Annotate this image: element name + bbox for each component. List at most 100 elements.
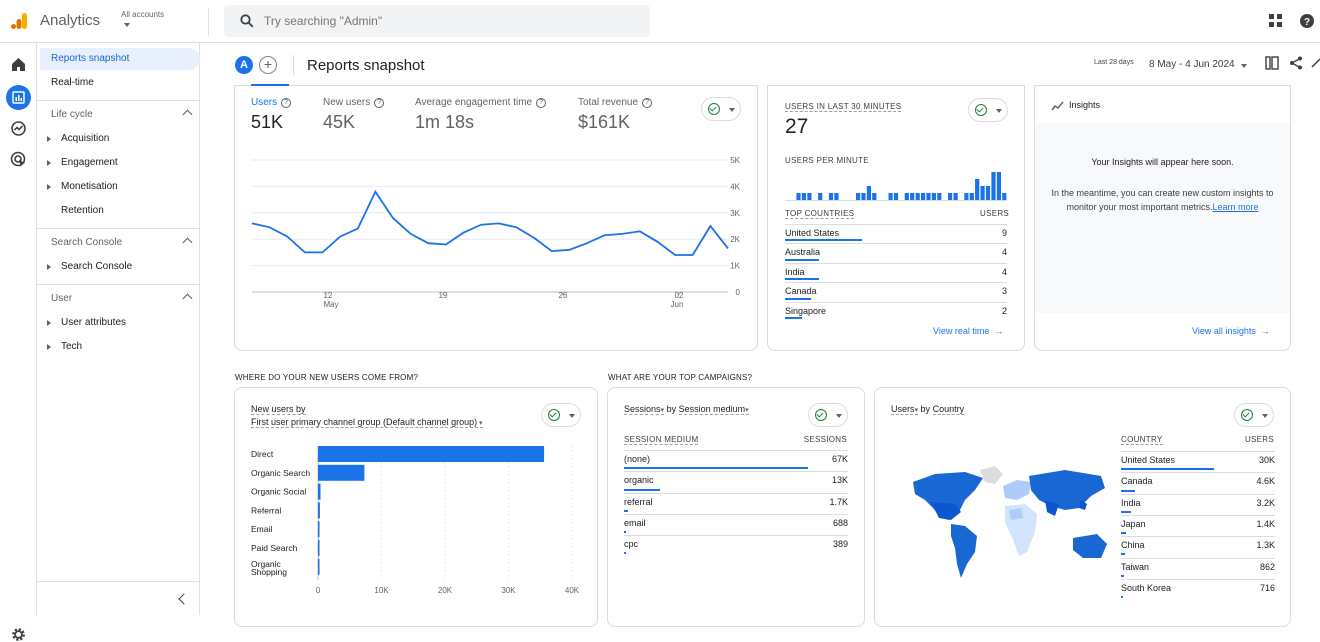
share-icon[interactable]	[1289, 56, 1303, 70]
nav-item-engagement[interactable]: Engagement	[37, 152, 200, 174]
table-row[interactable]: India 3.2K	[1121, 493, 1275, 515]
home-icon[interactable]	[9, 55, 28, 74]
nav-item-search-console[interactable]: Search Console	[37, 256, 200, 278]
analytics-logo-icon[interactable]	[10, 12, 28, 30]
table-row[interactable]: South Korea 716	[1121, 578, 1275, 600]
nav-section-search-console[interactable]: Search Console	[37, 232, 200, 254]
col-header[interactable]: TOP COUNTRIES	[785, 209, 855, 219]
nav-item-reports-snapshot[interactable]: Reports snapshot	[40, 48, 200, 70]
customize-report-icon[interactable]	[1265, 56, 1279, 70]
view-realtime-link[interactable]: View real time →	[933, 326, 1003, 336]
reports-icon[interactable]	[6, 85, 31, 110]
compare-toggle[interactable]	[1234, 403, 1274, 427]
channel-bar	[318, 502, 320, 519]
add-comparison-icon[interactable]: +	[259, 56, 277, 74]
dimension-selector[interactable]: First user primary channel group (Defaul…	[251, 417, 483, 428]
minute-bar	[921, 193, 926, 200]
search-box[interactable]	[224, 5, 650, 37]
table-row[interactable]: organic 13K	[624, 471, 848, 492]
divider	[293, 55, 294, 75]
south-america-region	[951, 524, 977, 578]
dimension-selector[interactable]: Country	[932, 404, 965, 415]
help-icon[interactable]: ?	[1299, 13, 1315, 29]
metric-selector[interactable]: Users▾	[891, 404, 919, 415]
table-row[interactable]: Singapore 2	[785, 301, 1007, 321]
help-icon[interactable]: ?	[374, 98, 385, 108]
table-row[interactable]: cpc 389	[624, 535, 848, 556]
collapse-nav-icon[interactable]	[178, 593, 190, 605]
col-header[interactable]: SESSION MEDIUM	[624, 435, 699, 445]
table-row[interactable]: Canada 3	[785, 282, 1007, 301]
nav-item-monetisation[interactable]: Monetisation	[37, 176, 200, 198]
metric-users[interactable]: Users?	[251, 97, 292, 108]
table-row[interactable]: (none) 67K	[624, 450, 848, 471]
row-bar	[1121, 553, 1125, 556]
metric-label: Users	[251, 97, 278, 108]
chevron-up-icon[interactable]	[182, 237, 193, 248]
view-all-insights-link[interactable]: View all insights →	[1192, 326, 1270, 336]
minute-bar	[872, 193, 877, 200]
comparison-avatar[interactable]: A	[235, 56, 253, 74]
advertising-icon[interactable]	[9, 150, 28, 169]
table-row[interactable]: United States 30K	[1121, 451, 1275, 472]
table-row[interactable]: email 688	[624, 513, 848, 535]
row-label: Japan	[1121, 518, 1146, 529]
help-icon[interactable]: ?	[536, 98, 547, 108]
metric-engagement-time[interactable]: Average engagement time?	[415, 97, 547, 108]
compare-toggle[interactable]	[701, 97, 741, 121]
help-icon[interactable]: ?	[642, 98, 653, 108]
account-caret-icon[interactable]	[124, 23, 130, 27]
world-map	[913, 466, 1107, 578]
date-range-label[interactable]: Last 28 days	[1094, 59, 1134, 66]
app-title: Analytics	[40, 12, 101, 29]
account-selector[interactable]: All accounts	[121, 10, 165, 19]
metric-total-revenue[interactable]: Total revenue?	[578, 97, 653, 108]
nav-item-user-attributes[interactable]: User attributes	[37, 312, 200, 334]
date-range-value[interactable]: 8 May - 4 Jun 2024	[1149, 59, 1235, 70]
row-divider	[624, 471, 848, 473]
nav-item-acquisition[interactable]: Acquisition	[37, 128, 200, 150]
search-input[interactable]	[264, 11, 634, 31]
col-header[interactable]: COUNTRY	[1121, 435, 1163, 445]
date-range-caret-icon[interactable]	[1241, 64, 1247, 68]
caret-down-icon: ▾	[914, 407, 919, 414]
compare-toggle[interactable]	[808, 403, 848, 427]
row-value: 4	[1001, 266, 1007, 277]
table-row[interactable]: India 4	[785, 262, 1007, 282]
compare-toggle[interactable]	[968, 98, 1008, 122]
table-row[interactable]: China 1.3K	[1121, 536, 1275, 557]
explore-icon[interactable]	[9, 119, 28, 138]
metric-new-users[interactable]: New users?	[323, 97, 385, 108]
table-row[interactable]: Taiwan 862	[1121, 557, 1275, 579]
nav-item-retention[interactable]: Retention	[61, 205, 104, 216]
metric-label: New users	[323, 97, 371, 108]
nav-item-tech[interactable]: Tech	[37, 336, 200, 358]
table-row[interactable]: Japan 1.4K	[1121, 514, 1275, 536]
table-row[interactable]: Canada 4.6K	[1121, 472, 1275, 493]
dimension-selector[interactable]: Session medium▾	[678, 404, 749, 415]
insights-trend-icon[interactable]	[1311, 57, 1320, 69]
caret-down-icon: ▾	[477, 420, 483, 427]
row-value: 2	[1001, 305, 1007, 316]
row-label: Taiwan	[1121, 561, 1150, 572]
settings-gear-icon[interactable]	[11, 627, 26, 642]
table-row[interactable]: Australia 4	[785, 243, 1007, 262]
nav-section-user[interactable]: User	[37, 288, 200, 310]
metric-selector[interactable]: Sessions▾	[624, 404, 665, 415]
row-label: United States	[785, 228, 840, 238]
chevron-up-icon[interactable]	[182, 293, 193, 304]
table-row[interactable]: United States 9	[785, 224, 1007, 243]
y-tick-label: 2K	[730, 235, 740, 244]
compare-toggle[interactable]	[541, 403, 581, 427]
row-label: Canada	[785, 286, 817, 297]
row-label: India	[1121, 497, 1141, 508]
section-heading: WHERE DO YOUR NEW USERS COME FROM?	[235, 373, 419, 382]
channel-bar	[318, 483, 321, 500]
nav-item-realtime[interactable]: Real-time	[51, 77, 94, 88]
chevron-up-icon[interactable]	[182, 109, 193, 120]
help-icon[interactable]: ?	[281, 98, 292, 108]
apps-grid-icon[interactable]	[1268, 13, 1284, 29]
nav-section-lifecycle[interactable]: Life cycle	[37, 104, 200, 126]
table-row[interactable]: referral 1.7K	[624, 492, 848, 514]
learn-more-link[interactable]: Learn more	[1212, 202, 1259, 212]
